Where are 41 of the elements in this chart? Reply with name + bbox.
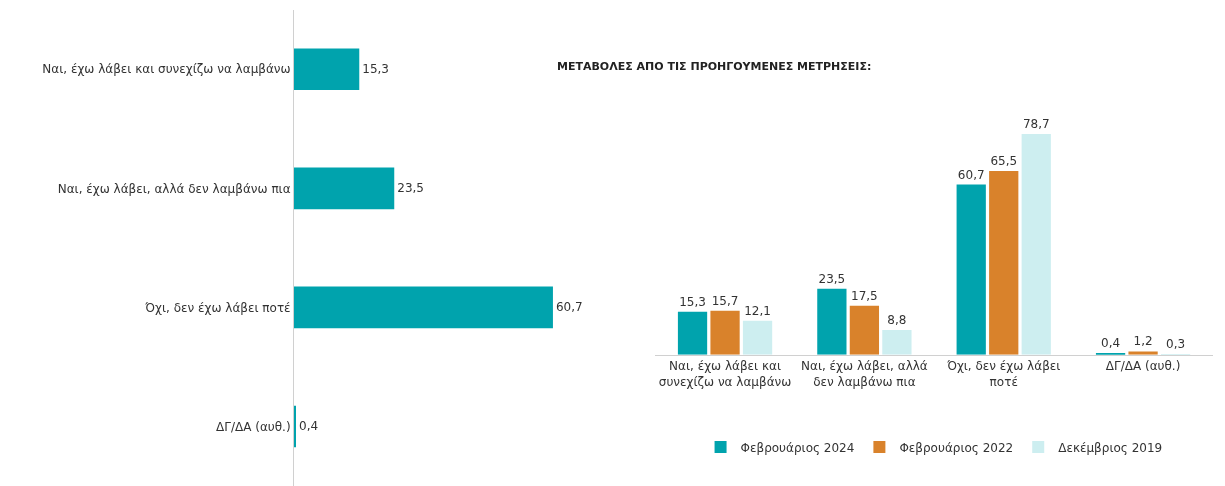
data-label: 23,5 <box>818 271 846 286</box>
data-label: 60,7 <box>957 167 985 182</box>
bar <box>989 171 1019 355</box>
bar <box>294 48 360 91</box>
data-label: 15,3 <box>362 62 389 77</box>
y-tick-label: Ναι, έχω λάβει, αλλά δεν λαμβάνω πια <box>57 181 291 196</box>
data-label: 0,4 <box>1101 335 1121 350</box>
data-label: 12,1 <box>744 303 771 318</box>
y-tick-label: ΔΓ/ΔΑ (αυθ.) <box>216 419 291 434</box>
x-tick-label: Ναι, έχω λάβει, αλλά δεν λαμβάνω πια <box>801 359 928 389</box>
legend-label: Φεβρουάριος 2022 <box>899 440 1014 455</box>
data-label: 15,7 <box>711 293 739 308</box>
y-tick-label: Όχι, δεν έχω λάβει ποτέ <box>144 300 291 315</box>
data-label: 0,4 <box>299 419 319 434</box>
bar <box>849 305 880 355</box>
bar <box>742 320 773 355</box>
y-tick-label: Ναι, έχω λάβει και συνεχίζω να λαμβάνω <box>42 62 291 77</box>
data-label: 65,5 <box>990 154 1018 169</box>
data-label: 60,7 <box>555 300 583 315</box>
legend-label: Δεκέμβριος 2019 <box>1058 440 1163 455</box>
bar <box>956 184 986 355</box>
data-label: 17,5 <box>851 288 878 303</box>
data-label: 78,7 <box>1022 117 1050 132</box>
data-label: 1,2 <box>1133 334 1153 349</box>
bar <box>817 288 847 355</box>
bar <box>1021 134 1051 355</box>
bar <box>294 286 553 329</box>
bar <box>882 330 912 355</box>
x-tick-label: ΔΓ/ΔΑ (αυθ.) <box>1105 359 1181 374</box>
data-label: 15,3 <box>679 294 706 309</box>
x-tick-label: Ναι, έχω λάβει και συνεχίζω να λαμβάνω <box>658 359 792 389</box>
x-tick-label: Όχι, δεν έχω λάβει ποτέ <box>946 359 1061 389</box>
bar <box>677 311 708 355</box>
bar <box>710 310 740 355</box>
bar <box>1128 351 1158 355</box>
data-label: 23,5 <box>397 181 424 196</box>
data-label: 8,8 <box>887 313 907 328</box>
chart-title: ΜΕΤΑΒΟΛΕΣ ΑΠΟ ΤΙΣ ΠΡΟΗΓΟΥΜΕΝΕΣ ΜΕΤΡΗΣΕΙΣ: <box>557 60 872 73</box>
bar <box>294 167 395 210</box>
legend-label: Φεβρουάριος 2024 <box>740 440 855 455</box>
data-label: 0,3 <box>1166 336 1186 351</box>
